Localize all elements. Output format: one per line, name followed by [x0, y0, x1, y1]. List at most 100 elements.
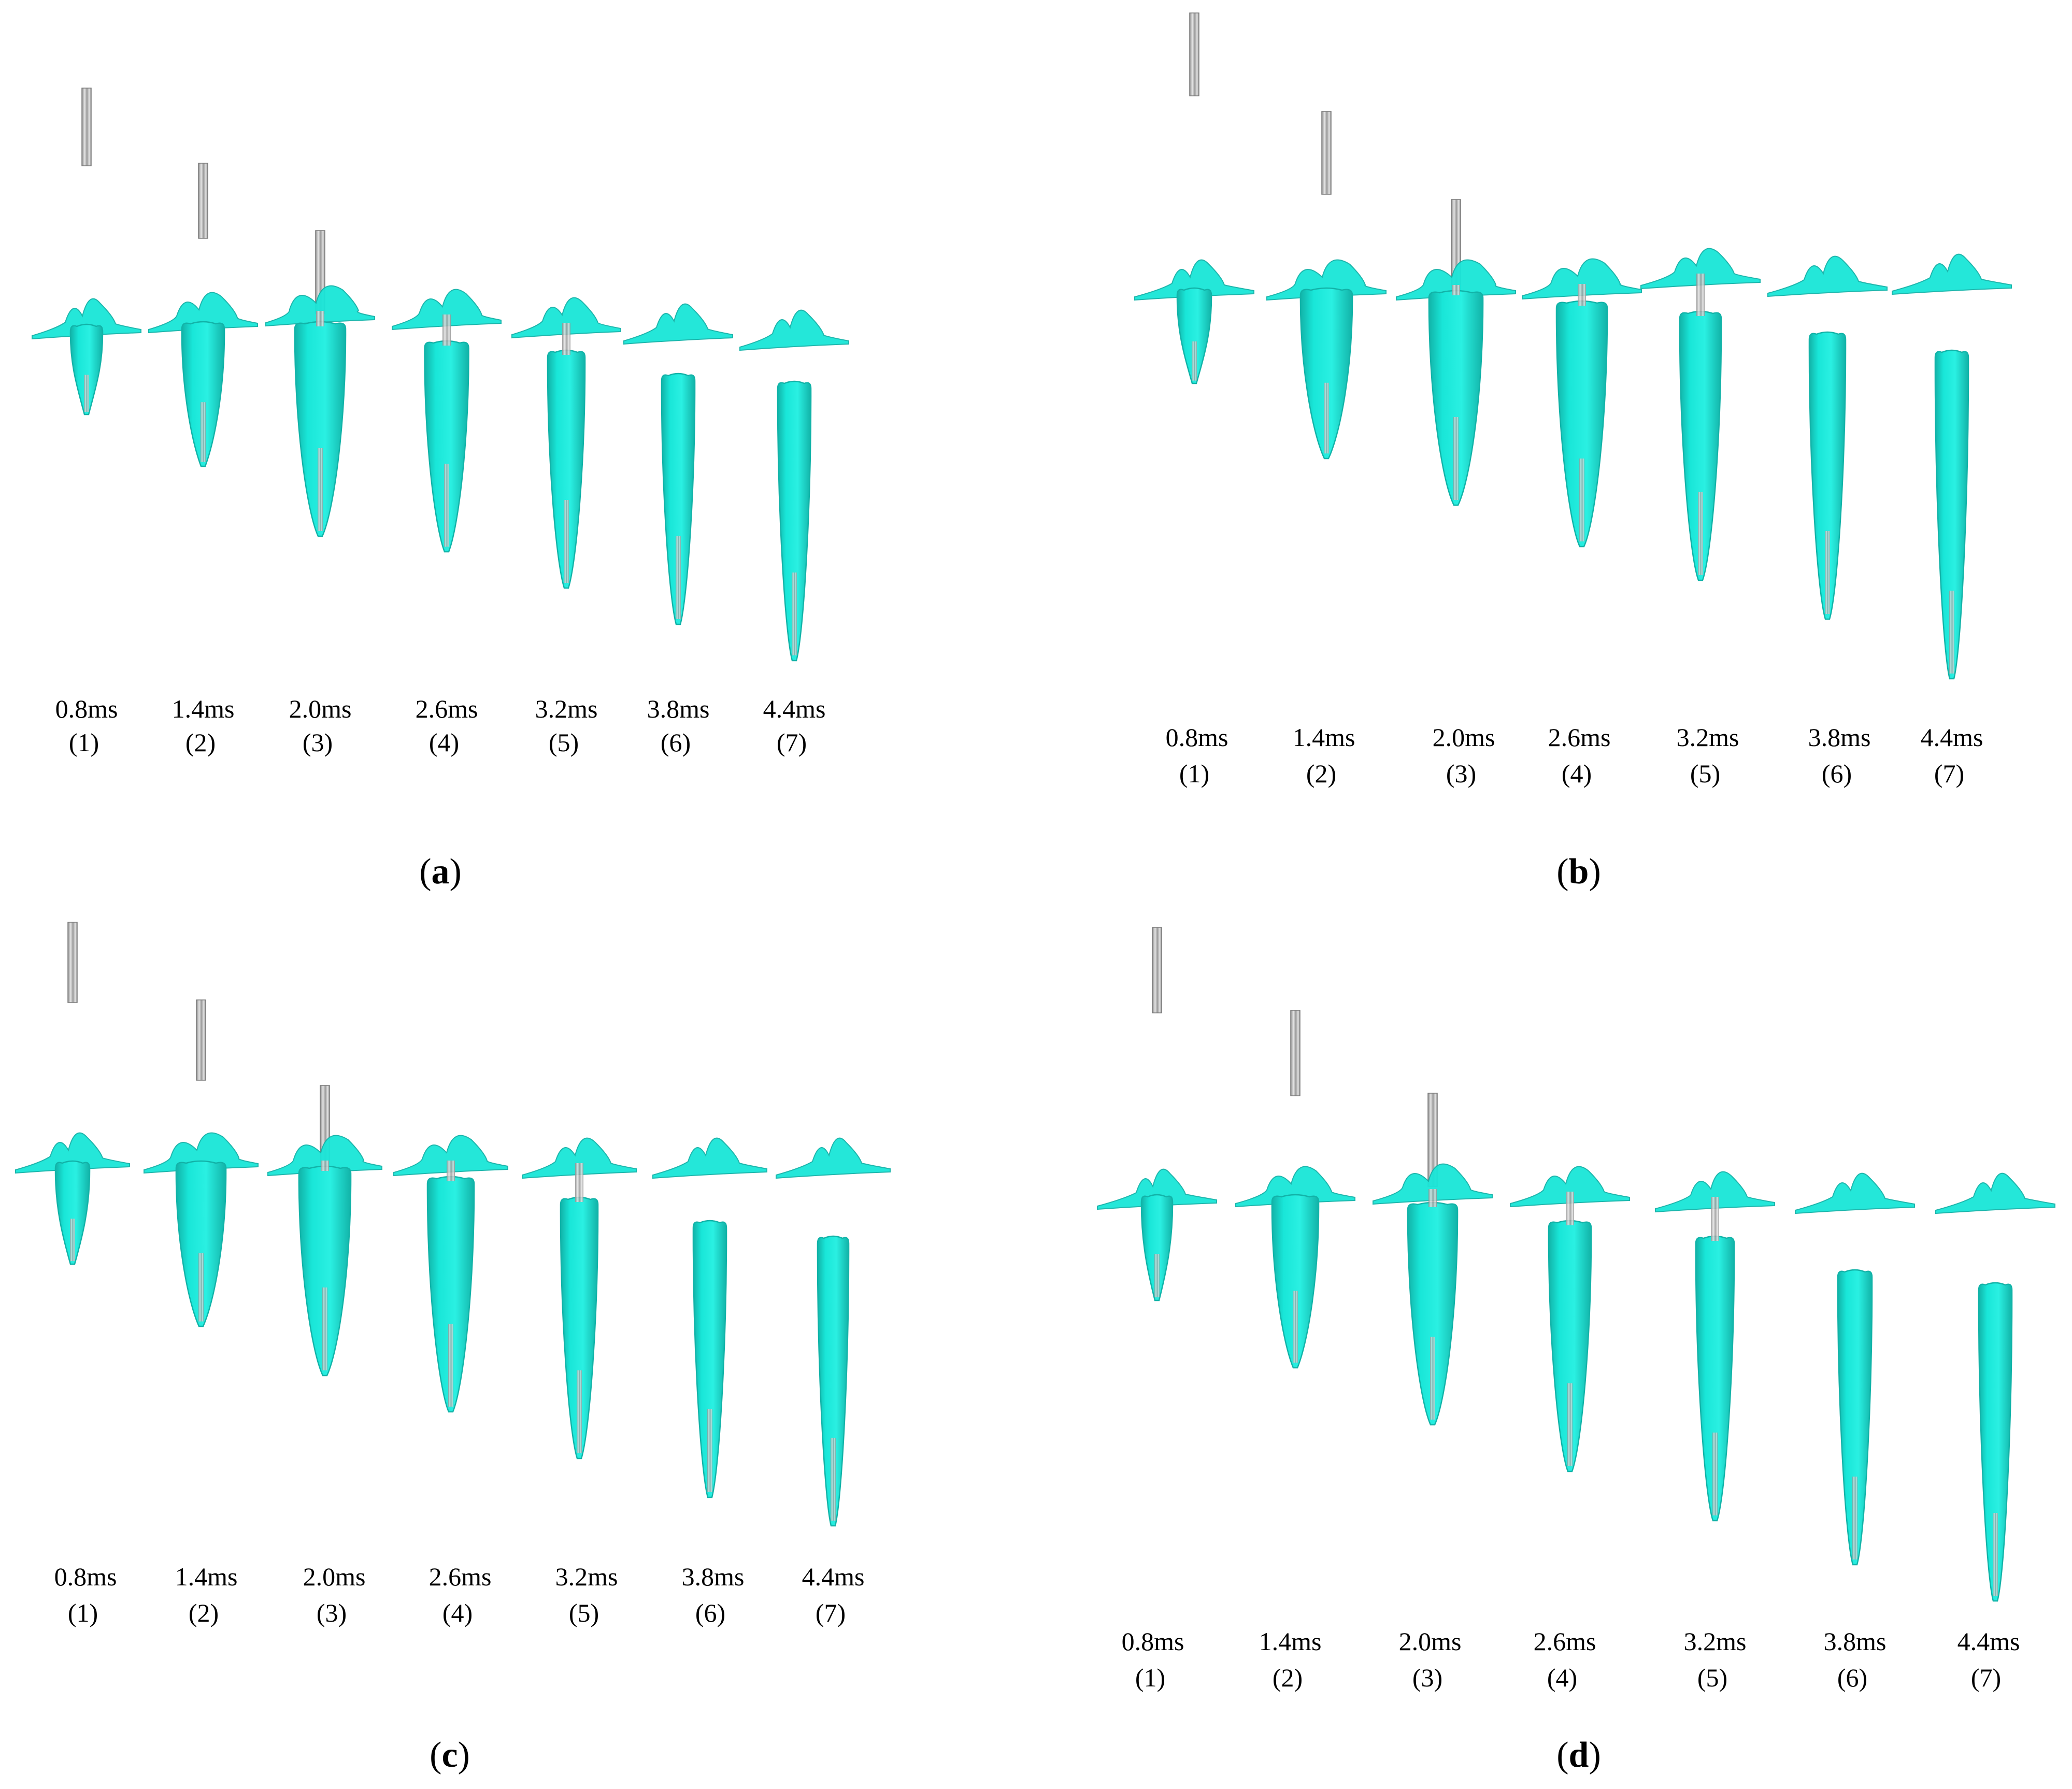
panel-b-caption-close: )	[1589, 852, 1601, 892]
panel-c-frame-7-splash-crown	[776, 1137, 891, 1179]
panel-b-frame-3-time-label: 2.0ms	[1433, 723, 1495, 752]
panel-a-caption-open: (	[419, 852, 431, 892]
panel-c-frame-4-splash-crown	[393, 1135, 508, 1177]
panel-d-frame-3-time-label: 2.0ms	[1399, 1627, 1462, 1656]
panel-a-frame-1-projectile-in-cavity	[84, 375, 89, 412]
panel-c-frame-6-projectile-in-cavity	[707, 1409, 712, 1492]
panel-d-caption: (d)	[1556, 1735, 1601, 1775]
panel-a-frame-4-cavity-neck	[442, 314, 451, 346]
panel-b-frame-7: 4.4ms (7)	[1892, 253, 2012, 788]
panel-c-frame-7-index-label: (7)	[816, 1598, 846, 1627]
panel-c-frame-7-projectile-in-cavity	[831, 1438, 836, 1521]
panel-d-frame-7-index-label: (7)	[1971, 1663, 2001, 1692]
panel-a-frame-6-time-label: 3.8ms	[647, 694, 710, 723]
panel-d-caption-close: )	[1589, 1735, 1601, 1775]
panel-b-frame-6-splash-crown	[1767, 255, 1888, 297]
panel-c-frame-6-splash-crown	[652, 1137, 767, 1179]
panel-a-frame-5-projectile-in-cavity	[564, 500, 569, 583]
panel-d-frame-1-cavity	[1140, 1194, 1174, 1301]
panel-a-frame-2: 1.4ms (2)	[148, 163, 258, 757]
panel-c-caption: (c)	[430, 1735, 470, 1775]
panel-c-frame-6-index-label: (6)	[695, 1598, 725, 1627]
panel-b-frame-3-cavity-neck	[1452, 285, 1460, 295]
panel-c-frame-2-cavity	[175, 1160, 227, 1327]
panel-c-frame-3-cavity-neck	[321, 1161, 329, 1171]
panel-b-frame-6: 3.8ms (6)	[1767, 255, 1888, 788]
panel-d-frame-5-time-label: 3.2ms	[1684, 1627, 1747, 1656]
panel-c-frame-1-index-label: (1)	[68, 1598, 98, 1627]
panel-d-frame-2-cavity	[1271, 1194, 1320, 1369]
panel-b-frame-7-projectile-in-cavity	[1949, 591, 1954, 674]
panel-d-frame-2-projectile-in-cavity	[1293, 1291, 1298, 1363]
panel-b-frame-2-projectile-in-cavity	[1324, 382, 1329, 454]
panel-a-frame-6-cavity	[661, 373, 696, 625]
panel-a-frame-7-splash-crown	[739, 309, 849, 351]
panel-c-frame-4-cavity	[426, 1176, 475, 1413]
panel-c-frame-1-time-label: 0.8ms	[54, 1562, 117, 1591]
panel-a-frame-2-projectile-in-cavity	[201, 402, 206, 462]
panel-a-frame-4-time-label: 2.6ms	[416, 694, 478, 723]
panel-d: 0.8ms (1) 1.4ms (2) 2.0ms (3) 2.6ms (4) 3.2ms (5)…	[1097, 927, 2055, 1775]
panel-d-frame-6-time-label: 3.8ms	[1824, 1627, 1887, 1656]
panel-a-frame-4: 2.6ms (4)	[392, 289, 502, 757]
panel-d-frame-5-splash-crown	[1655, 1171, 1775, 1213]
panel-c-frame-4-cavity-neck	[447, 1161, 455, 1181]
panel-b-frame-7-splash-crown	[1892, 253, 2012, 295]
panel-c-frame-4-projectile-in-cavity	[448, 1324, 453, 1407]
panel-d-frame-7-time-label: 4.4ms	[1957, 1627, 2020, 1656]
panel-a-frame-4-index-label: (4)	[429, 728, 459, 757]
panel-c-frame-7-cavity	[817, 1235, 850, 1527]
panel-b-frame-1-index-label: (1)	[1179, 759, 1209, 788]
panel-d-frame-1-projectile-in-cavity	[1154, 1254, 1160, 1297]
panel-a-frame-7-index-label: (7)	[777, 728, 807, 757]
panel-d-frame-3-cavity	[1407, 1201, 1459, 1426]
panel-b-frame-3: 2.0ms (3)	[1396, 199, 1516, 788]
panel-d-frame-5: 3.2ms (5)	[1655, 1171, 1775, 1692]
panel-a-caption-close: )	[450, 852, 462, 892]
panel-d-frame-5-projectile-in-cavity	[1712, 1433, 1718, 1515]
panel-c-frame-3-index-label: (3)	[317, 1598, 347, 1627]
panel-a-frame-7-time-label: 4.4ms	[763, 694, 826, 723]
panel-a-frame-2-projectile	[198, 163, 208, 239]
panel-b-frame-5-cavity	[1679, 310, 1722, 581]
panel-d-frame-5-cavity-neck	[1711, 1197, 1719, 1241]
panel-b-frame-5-projectile-in-cavity	[1698, 492, 1703, 575]
panel-a-frame-3-projectile-in-cavity	[318, 448, 323, 531]
panel-c-caption-open: (	[430, 1735, 441, 1775]
panel-a-frame-5-time-label: 3.2ms	[535, 694, 598, 723]
panel-b-frame-4-time-label: 2.6ms	[1548, 723, 1611, 752]
panel-c-frame-1-projectile-in-cavity	[70, 1219, 75, 1262]
panel-a-frame-3-splash-crown	[265, 285, 375, 327]
panel-c-frame-1: 0.8ms (1)	[15, 922, 130, 1627]
panel-b-frame-3-cavity	[1428, 290, 1484, 506]
panel-d-frame-2: 1.4ms (2)	[1235, 1010, 1355, 1692]
panel-b-caption: (b)	[1556, 852, 1601, 892]
panel-d-frame-5-index-label: (5)	[1697, 1663, 1727, 1692]
panel-b-frame-3-index-label: (3)	[1446, 759, 1476, 788]
panel-c-frame-2-projectile	[196, 999, 206, 1081]
panel-a: 0.8ms (1) 1.4ms (2) 2.0ms (3) 2.6ms (4) 3.2ms (5)…	[32, 88, 849, 892]
panel-d-frame-7: 4.4ms (7)	[1935, 1172, 2055, 1692]
panel-d-frame-3: 2.0ms (3)	[1373, 1093, 1493, 1692]
panel-c-frame-6-time-label: 3.8ms	[682, 1562, 745, 1591]
panel-c-caption-close: )	[458, 1735, 470, 1775]
panel-a-frame-2-index-label: (2)	[185, 728, 216, 757]
panel-a-frame-6-projectile-in-cavity	[676, 536, 681, 619]
panel-c-frame-7: 4.4ms (7)	[776, 1137, 891, 1627]
panel-b-frame-2-projectile	[1321, 111, 1332, 195]
panel-d-frame-2-index-label: (2)	[1273, 1663, 1303, 1692]
panels-layer: 0.8ms (1) 1.4ms (2) 2.0ms (3) 2.6ms (4) 3.2ms (5)…	[15, 12, 2055, 1775]
panel-a-frame-3-cavity	[294, 321, 347, 537]
panel-a-frame-1-projectile	[81, 88, 92, 166]
panel-a-frame-6: 3.8ms (6)	[623, 303, 733, 757]
panel-d-frame-6-index-label: (6)	[1837, 1663, 1867, 1692]
panel-c-frame-2-projectile-in-cavity	[198, 1253, 204, 1322]
panel-c-frame-5-cavity-neck	[575, 1163, 583, 1202]
panel-b-frame-2: 1.4ms (2)	[1266, 111, 1387, 788]
panel-b: 0.8ms (1) 1.4ms (2) 2.0ms (3) 2.6ms (4) 3.2ms (5)…	[1134, 12, 2012, 892]
panel-b-frame-6-index-label: (6)	[1822, 759, 1852, 788]
panel-b-frame-1-cavity	[1176, 287, 1212, 384]
panel-d-frame-3-cavity-neck	[1428, 1189, 1437, 1207]
panel-b-frame-5-index-label: (5)	[1690, 759, 1720, 788]
panel-b-caption-open: (	[1556, 852, 1568, 892]
